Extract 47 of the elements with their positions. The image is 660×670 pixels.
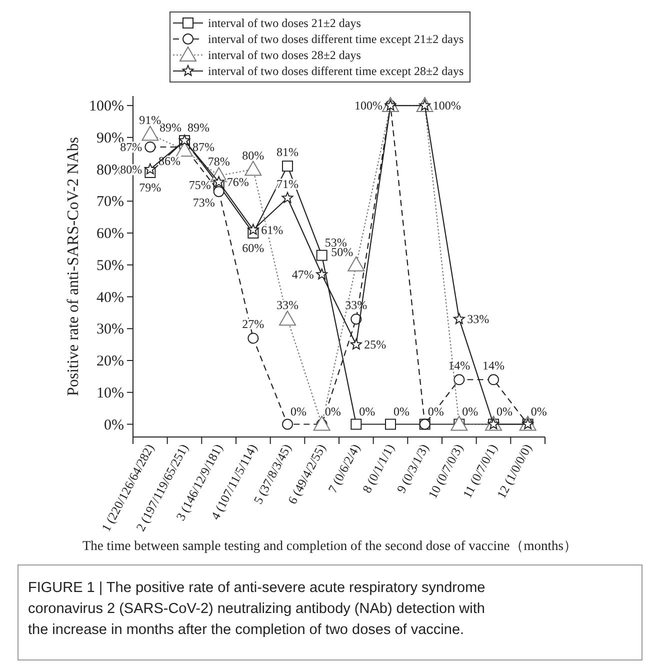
data-label: 0% [290, 404, 306, 418]
y-tick-label: 0% [104, 417, 124, 434]
y-tick-label: 60% [96, 226, 124, 242]
y-tick-label: 10% [96, 385, 124, 402]
y-tick-label: 70% [96, 194, 124, 210]
data-label: 0% [462, 404, 478, 418]
y-axis-title: Positive rate of anti-SARS-CoV-2 NAbs [65, 137, 82, 396]
data-label: 78% [208, 154, 230, 169]
data-label: 14% [482, 358, 504, 373]
data-label: 100% [354, 98, 382, 113]
data-label: 89% [160, 120, 182, 135]
data-label: 81% [276, 145, 298, 160]
y-tick-label: 100% [89, 98, 124, 115]
data-label: 33% [276, 298, 298, 312]
data-label: 33% [467, 312, 490, 326]
data-label: 61% [261, 222, 284, 237]
data-label: 0% [394, 404, 410, 418]
data-label: 87% [192, 140, 214, 154]
legend-label: interval of two doses different time except 28±2 days [208, 64, 464, 78]
data-label: 0% [324, 404, 341, 418]
y-tick-label: 20% [96, 354, 124, 370]
legend-label: interval of two doses 21±2 days [208, 16, 362, 30]
data-label: 47% [292, 267, 314, 282]
legend-label: interval of two doses 28±2 days [208, 48, 362, 62]
y-tick-label: 50% [96, 258, 124, 274]
y-tick-label: 30% [96, 322, 124, 338]
x-axis-title: The time between sample testing and completion of the second dose of vaccine（months） [82, 538, 578, 553]
data-label: 0% [530, 404, 547, 418]
data-label: 27% [242, 317, 264, 332]
data-label: 73% [192, 196, 215, 210]
data-label: 80% [242, 148, 264, 162]
data-label: 0% [428, 404, 444, 418]
data-label: 76% [226, 175, 249, 190]
data-label: 91% [139, 113, 162, 128]
data-label: 60% [242, 241, 264, 256]
data-label: 79% [139, 180, 162, 194]
data-label: 100% [432, 98, 461, 113]
caption: FIGURE 1 | The positive rate of anti-severe acute respiratory syndrome coronavirus 2 (SARS-CoV-2) neutralizing antibody (NAb) detection with the increase in months after the completion of two doses of vaccine. [28, 580, 486, 638]
legend-label: interval of two doses different time except 21±2 days [208, 32, 464, 46]
data-label: 0% [496, 404, 512, 418]
data-label: 89% [188, 120, 210, 135]
data-label: 14% [448, 358, 470, 373]
data-label: 0% [359, 404, 376, 418]
data-label: 25% [364, 338, 386, 352]
data-label: 53% [324, 235, 347, 250]
y-tick-label: 40% [96, 290, 124, 306]
data-label: 75% [188, 178, 211, 192]
